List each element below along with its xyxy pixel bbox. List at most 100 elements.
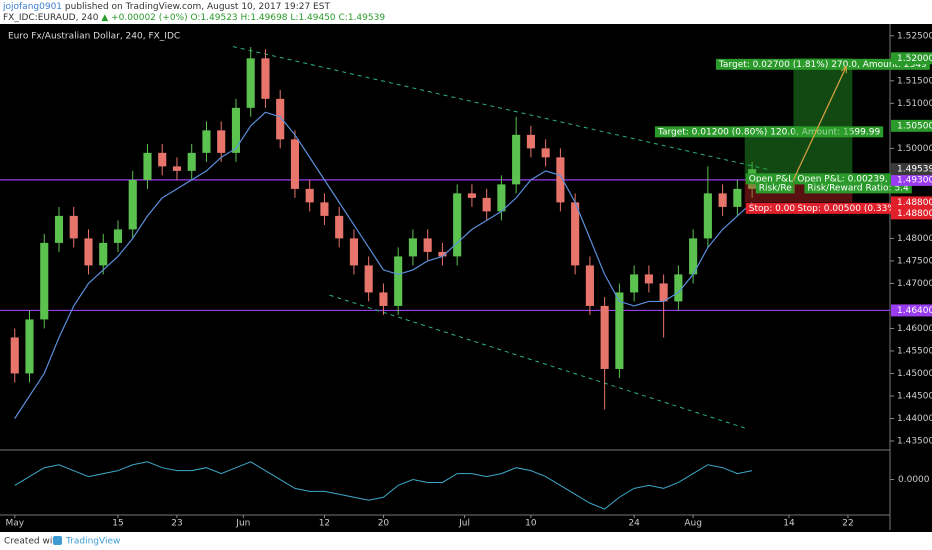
y-tick-label: 1.44000 [897, 414, 932, 424]
x-tick-label: May [5, 519, 24, 529]
candle-body [128, 179, 137, 230]
candle-body [261, 58, 270, 99]
price-label-bg [891, 207, 932, 220]
candle-body [644, 274, 653, 284]
x-tick-label: 23 [171, 519, 182, 529]
arrow [792, 66, 847, 181]
candle-body [364, 265, 373, 293]
y-tick-label: 1.46000 [897, 324, 932, 334]
price-label-bg [891, 304, 932, 317]
y-tick-label: 1.47000 [897, 279, 932, 289]
pane-title: Euro Fx/Australian Dollar, 240, FX_IDC [8, 32, 180, 42]
candle-body [408, 238, 417, 257]
price-label: 1.48800 [897, 209, 932, 219]
arrow-head [840, 65, 847, 74]
header-bar [0, 0, 932, 24]
moving-average [14, 111, 753, 419]
price-label: 1.48800 [897, 198, 932, 208]
candle-body [718, 193, 727, 207]
candle-body [172, 166, 182, 171]
ohlc: O:1.49523 H:1.49698 L:1.49450 C:1.49539 [190, 13, 385, 23]
y-tick-label: 1.50000 [897, 144, 932, 154]
candle-body [202, 130, 211, 153]
x-tick-label: Aug [684, 519, 702, 529]
x-tick-label: 14 [783, 519, 795, 529]
x-tick-label: 15 [112, 519, 123, 529]
x-tick-label: 20 [378, 519, 390, 529]
candle-body [600, 305, 609, 369]
price-label-bg [891, 196, 932, 209]
pnl-label: Open P&L: 0.00239, Qty: 49999 [797, 174, 932, 184]
candle-body [526, 134, 535, 149]
candle-body [497, 184, 506, 212]
pnl-label: Open P&L: 0 [749, 174, 805, 184]
price-label: 1.49300 [897, 175, 932, 185]
candle-body [512, 134, 521, 185]
candle-body [556, 157, 565, 203]
candle-body [585, 265, 594, 306]
candle-body [320, 202, 329, 216]
price-label-bg [891, 119, 932, 132]
stop-label-bg [745, 202, 804, 214]
stop-label-bg [794, 202, 932, 214]
y-tick-label: 1.48000 [897, 234, 932, 244]
price-label: 1.50500 [897, 121, 932, 131]
candle-body [217, 130, 226, 153]
candle-body [394, 256, 403, 306]
y-tick-label: 1.52500 [897, 31, 932, 41]
x-tick-label: Jun [235, 519, 250, 529]
candle-body [187, 152, 196, 171]
target-label-bg [715, 58, 930, 70]
x-tick-label: 10 [525, 519, 537, 529]
candle-body [659, 283, 668, 302]
candle-body [630, 274, 639, 293]
candle-body [290, 139, 300, 189]
oscillator-line [14, 461, 753, 510]
x-tick-label: 24 [628, 519, 640, 529]
candle-body [615, 292, 624, 369]
candle-body [113, 229, 123, 243]
symbol: FX_IDC:EURAUD, 240 [3, 13, 99, 23]
footer-text: Created with [4, 537, 62, 547]
candle-body [453, 193, 462, 257]
y-tick-label: 1.45000 [897, 369, 932, 379]
candle-body [689, 238, 698, 275]
candle-body [467, 193, 476, 198]
target-label: Target: 0.02700 (1.81%) 270.0, Amount: 2… [718, 60, 927, 70]
candle-body [231, 107, 241, 153]
x-tick-label: Jul [458, 519, 470, 529]
pnl-label-bg [794, 173, 932, 185]
osc-tick-label: 0.0000 [898, 475, 930, 485]
candle-body [541, 148, 550, 158]
footer-brand[interactable]: TradingView [65, 537, 120, 547]
candle-body [703, 193, 712, 239]
y-tick-label: 1.43500 [897, 436, 932, 446]
published: published on TradingView.com, August 10,… [65, 2, 331, 12]
candle-body [10, 337, 19, 374]
rr-label: Risk/Re [759, 183, 793, 193]
price-label: 1.52000 [897, 54, 932, 64]
rr-label-bg [804, 182, 912, 194]
y-tick-label: 1.51000 [897, 99, 932, 109]
y-tick-label: 1.47500 [897, 256, 932, 266]
candle-body [84, 238, 93, 266]
candle-body [438, 251, 447, 257]
trendline [329, 294, 745, 429]
author[interactable]: jojofang0901 [2, 2, 62, 12]
candle-body [40, 242, 49, 320]
price-label-bg [891, 52, 932, 65]
price-label: 1.49539 [897, 165, 932, 175]
candle-body [335, 215, 344, 239]
logo [53, 536, 62, 545]
candle-body [305, 188, 314, 203]
candle-body [733, 188, 742, 207]
stop-label: Stop: 0.005 [749, 204, 801, 214]
header-line: jojofang0901 published on TradingView.co… [2, 2, 330, 12]
candle-body [349, 238, 358, 266]
y-tick-label: 1.44500 [897, 391, 932, 401]
x-tick-label: 12 [319, 519, 330, 529]
candle-body [482, 197, 491, 212]
candle-body [276, 98, 285, 140]
price-label-bg [891, 173, 932, 186]
